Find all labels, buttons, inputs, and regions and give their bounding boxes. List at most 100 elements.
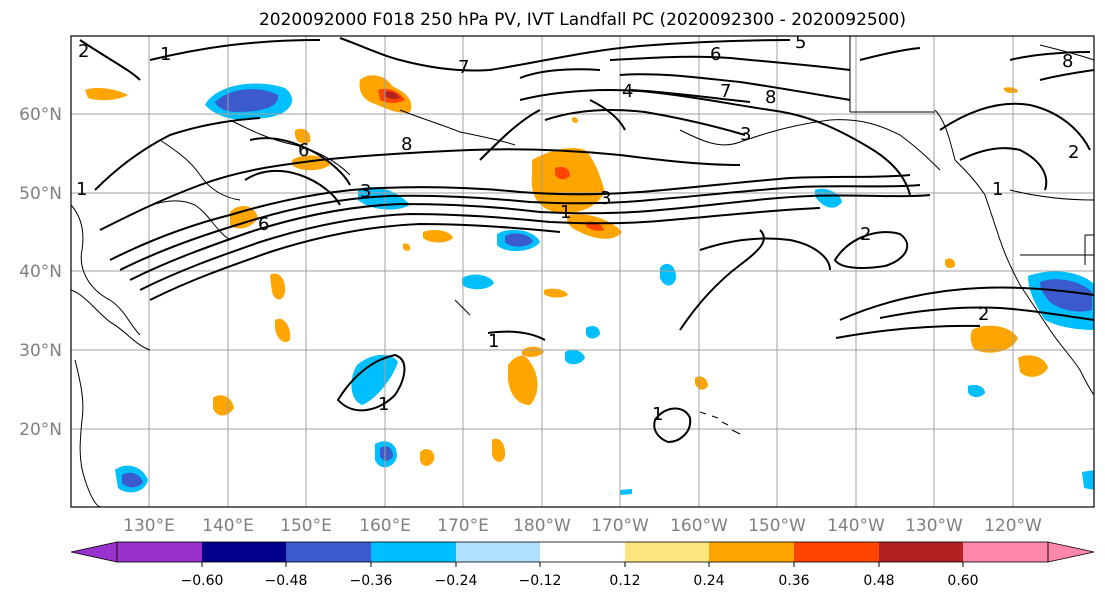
- colorbar-tick-label: 0.12: [609, 573, 640, 589]
- contour-label: 5: [795, 32, 806, 53]
- contour-label: 1: [76, 179, 87, 200]
- colorbar-tick-label: −0.36: [350, 573, 393, 589]
- contour-label: 4: [622, 81, 633, 102]
- negative-region-8: [351, 354, 398, 405]
- positive-region-18: [970, 325, 1018, 353]
- negative-region-15: [620, 489, 632, 495]
- contour-label: 1: [160, 44, 171, 65]
- colorbar-tick-label: −0.24: [435, 573, 478, 589]
- colorbar-tick-label: −0.12: [519, 573, 562, 589]
- colorbar-segment: [456, 542, 540, 562]
- lon-label: 120°W: [984, 516, 1042, 536]
- colorbar-tick-label: 0.24: [693, 573, 724, 589]
- negative-region-13: [968, 384, 985, 398]
- positive-region-10: [270, 273, 286, 300]
- colorbar-tick-label: 0.60: [947, 573, 978, 589]
- lon-label: 170°W: [591, 516, 649, 536]
- colorbar-frame: [116, 541, 1049, 563]
- positive-region-2: [531, 148, 605, 213]
- positive-region-20: [945, 258, 956, 269]
- contour-label: 7: [720, 81, 731, 102]
- colorbar-segment: [286, 542, 371, 562]
- pv-contours: [79, 37, 1094, 444]
- contour-label: 1: [652, 404, 663, 425]
- contour-label: 2: [978, 304, 989, 325]
- longitude-labels: 130°E 140°E 150°E 160°E 170°E 180°W 170°…: [123, 516, 1042, 536]
- colorbar-tick-marks: [201, 562, 964, 567]
- colorbar-tick-label: −0.48: [265, 573, 308, 589]
- lon-label: 160°E: [359, 516, 411, 536]
- lat-label: 40°N: [19, 262, 62, 282]
- positive-region-12: [508, 355, 538, 405]
- positive-region-9: [544, 288, 568, 298]
- colorbar-segment: [625, 542, 709, 562]
- colorbar-segment: [709, 542, 794, 562]
- colorbar: −0.60 −0.48 −0.36 −0.24 −0.12 0.12 0.24 …: [70, 541, 1095, 589]
- negative-region-14: [1082, 470, 1094, 490]
- positive-region-21: [1004, 87, 1018, 94]
- contour-labels: 2 1 7 6 5 8 4 7 8 8 3 6 6 1 3 1 3 2 2 1 …: [76, 32, 1079, 425]
- colorbar-segment: [963, 542, 1048, 562]
- contour-label: 6: [710, 44, 721, 65]
- positive-region-2-core: [555, 166, 570, 180]
- contour-label: 1: [560, 202, 571, 223]
- negative-region-9-core: [380, 446, 393, 461]
- colorbar-tick-label: 0.36: [778, 573, 809, 589]
- lon-label: 170°E: [437, 516, 489, 536]
- contour-label: 1: [378, 394, 389, 415]
- positive-region-14: [213, 395, 234, 416]
- lat-label: 20°N: [19, 420, 62, 440]
- colorbar-segment: [794, 542, 879, 562]
- lat-label: 30°N: [19, 341, 62, 361]
- map-frame: [70, 35, 1095, 508]
- positive-region-15: [420, 449, 435, 466]
- positive-region-17: [695, 376, 708, 390]
- colorbar-segment: [117, 542, 202, 562]
- contour-label: 6: [258, 214, 269, 235]
- positive-region-22: [572, 117, 578, 123]
- positive-region-11: [275, 318, 291, 343]
- contour-label: 8: [765, 87, 776, 108]
- latitude-labels: 60°N 50°N 40°N 30°N 20°N: [19, 105, 62, 440]
- contour-label: 3: [600, 188, 611, 209]
- contour-label: 1: [992, 179, 1003, 200]
- contour-label: 1: [488, 331, 499, 352]
- positive-region-6: [295, 128, 311, 144]
- negative-region-4: [462, 274, 494, 290]
- negative-region-10-core: [122, 472, 143, 488]
- contour-label: 3: [360, 181, 371, 202]
- negative-region-core-1: [215, 89, 279, 112]
- positive-region-1-inner: [385, 91, 400, 100]
- lon-label: 150°E: [280, 516, 332, 536]
- contour-label: 2: [1068, 142, 1079, 163]
- positive-region-23: [403, 243, 411, 251]
- negative-region-5: [660, 263, 676, 286]
- lat-label: 60°N: [19, 105, 62, 125]
- lat-label: 50°N: [19, 184, 62, 204]
- colorbar-segment: [879, 542, 963, 562]
- lon-label: 130°W: [905, 516, 963, 536]
- lon-label: 180°W: [513, 516, 571, 536]
- colorbar-extend-left: [70, 541, 118, 563]
- negative-region-12: [586, 326, 600, 339]
- lon-label: 150°W: [748, 516, 806, 536]
- positive-region-16: [492, 438, 506, 462]
- colorbar-tick-labels: −0.60 −0.48 −0.36 −0.24 −0.12 0.12 0.24 …: [181, 573, 979, 589]
- positive-region-19: [1018, 355, 1048, 377]
- map-title: 2020092000 F018 250 hPa PV, IVT Landfall…: [258, 10, 906, 30]
- lon-label: 130°E: [123, 516, 175, 536]
- contour-label: 7: [458, 57, 469, 78]
- colorbar-segment: [202, 542, 286, 562]
- lon-label: 140°E: [202, 516, 254, 536]
- lon-label: 160°W: [670, 516, 728, 536]
- colorbar-tick-label: 0.48: [863, 573, 894, 589]
- colorbar-segment: [540, 542, 625, 562]
- colorbar-tick-label: −0.60: [181, 573, 224, 589]
- negative-region-11: [565, 350, 585, 365]
- positive-region-8: [423, 230, 453, 243]
- contour-label: 8: [401, 134, 412, 155]
- graticule: [71, 36, 1094, 507]
- contour-label: 8: [1062, 51, 1073, 72]
- lon-label: 140°W: [827, 516, 885, 536]
